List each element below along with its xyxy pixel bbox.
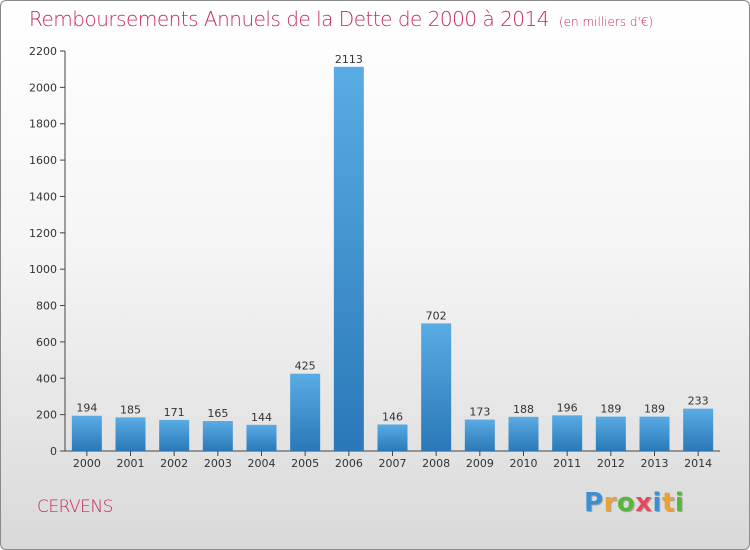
bar-value-label: 189 (644, 403, 665, 416)
logo-letter: i (652, 488, 662, 518)
bar-value-label: 194 (76, 402, 97, 415)
bar-value-label: 702 (426, 309, 447, 322)
bar (595, 416, 626, 451)
y-axis: 0 200 400 600 800 1000 1200 1400 1600 1800 2000 220… (29, 45, 66, 458)
bar (333, 66, 364, 452)
logo-letter: i (674, 488, 685, 518)
x-axis: 2000 2001 2002 2003 2004 2005 2006 2007 2008 2009… (65, 450, 720, 470)
x-tick-label: 2013 (641, 457, 669, 470)
bar-value-label: 233 (688, 395, 709, 408)
bar-value-label: 2113 (335, 53, 363, 66)
bar-value-label: 196 (557, 401, 578, 414)
bar-value-label: 171 (164, 406, 185, 419)
x-tick-label: 2003 (204, 457, 232, 470)
logo-letter: t (661, 488, 675, 518)
bar (290, 373, 321, 451)
chart-title: Remboursements Annuels de la Dette de 20… (29, 7, 653, 31)
x-tick-label: 2010 (510, 457, 538, 470)
chart-title-text: Remboursements Annuels de la Dette de 20… (29, 7, 549, 31)
y-tick-label: 800 (36, 300, 57, 313)
bar (246, 424, 277, 451)
bar (508, 416, 539, 451)
bar (683, 408, 714, 451)
y-tick-label: 0 (50, 445, 57, 458)
y-tick-label: 1600 (29, 154, 57, 167)
x-tick-label: 2005 (291, 457, 319, 470)
logo-letter: x (635, 488, 653, 518)
commune-name: CERVENS (37, 497, 113, 517)
bar (639, 416, 670, 451)
x-tick-label: 2002 (160, 457, 188, 470)
bars: 194 185 171 165 144 425 2113 146 702 173 188 196 189… (71, 53, 714, 452)
y-tick-label: 200 (36, 409, 57, 422)
bar-value-label: 425 (295, 360, 316, 373)
y-tick-label: 1000 (29, 263, 57, 276)
bar (71, 415, 102, 451)
bar (115, 417, 146, 451)
x-tick-label: 2007 (379, 457, 407, 470)
x-tick-label: 2001 (117, 457, 145, 470)
x-tick-label: 2009 (466, 457, 494, 470)
y-tick-label: 2200 (29, 45, 57, 58)
bar (377, 424, 408, 451)
y-tick-label: 2000 (29, 81, 57, 94)
y-tick-label: 1200 (29, 227, 57, 240)
bar-value-label: 188 (513, 403, 534, 416)
x-tick-label: 2000 (73, 457, 101, 470)
bar (552, 415, 583, 451)
bar-value-label: 146 (382, 410, 403, 423)
y-tick-label: 400 (36, 372, 57, 385)
y-tick-label: 1800 (29, 118, 57, 131)
bar (421, 323, 452, 451)
logo-letter: r (603, 488, 617, 518)
bar-value-label: 144 (251, 411, 272, 424)
bar (159, 419, 190, 451)
bar-value-label: 173 (469, 406, 490, 419)
bar (464, 419, 495, 451)
chart-subtitle: (en milliers d'€) (558, 15, 654, 29)
x-tick-label: 2008 (422, 457, 450, 470)
x-tick-label: 2011 (553, 457, 581, 470)
x-tick-label: 2012 (597, 457, 625, 470)
bar-value-label: 189 (600, 403, 621, 416)
logo-letter: P (584, 488, 604, 518)
bar-value-label: 185 (120, 403, 141, 416)
bar-value-label: 165 (207, 407, 228, 420)
proxiti-logo: Proxiti (584, 488, 684, 518)
logo-letter: o (616, 488, 636, 518)
bar (202, 421, 233, 451)
x-tick-label: 2014 (684, 457, 712, 470)
y-tick-label: 600 (36, 336, 57, 349)
x-tick-label: 2004 (248, 457, 276, 470)
x-tick-label: 2006 (335, 457, 363, 470)
y-tick-label: 1400 (29, 190, 57, 203)
